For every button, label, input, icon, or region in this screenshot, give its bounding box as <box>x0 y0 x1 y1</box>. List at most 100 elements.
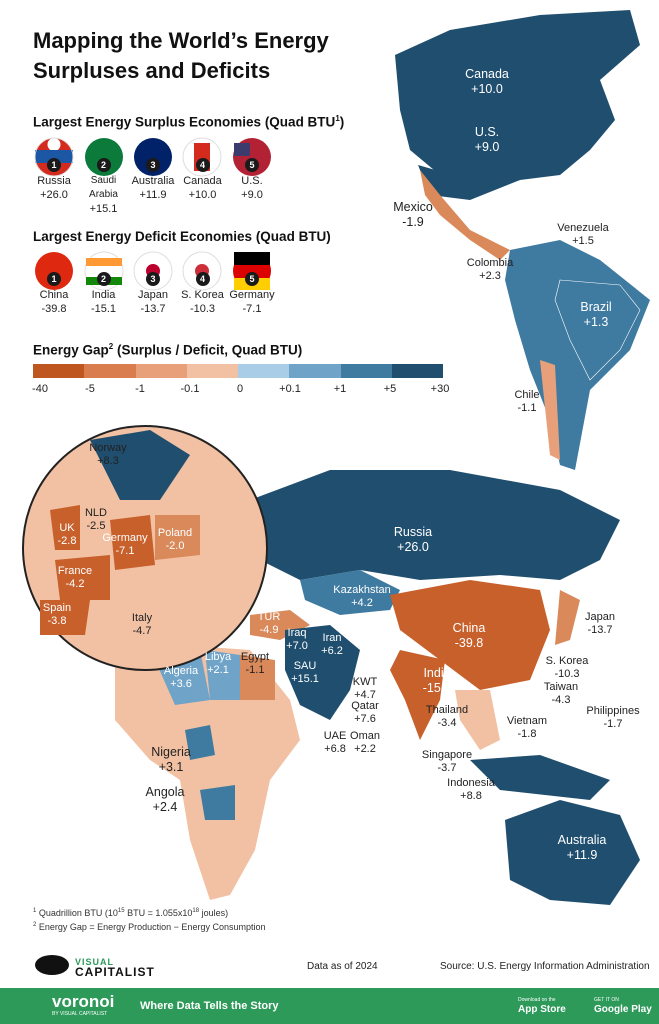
map-label: Indonesia +8.8 <box>447 777 495 803</box>
country-value: -4.9 <box>259 624 279 636</box>
indonesia <box>470 755 610 800</box>
country-name: Qatar <box>351 700 379 712</box>
country-name: Australia <box>557 833 607 847</box>
map-label: Qatar +7.6 <box>351 700 379 726</box>
note-mark: 1 <box>33 908 37 914</box>
legend-tick: 0 <box>236 383 244 395</box>
exponent: 18 <box>192 908 200 914</box>
country-name: Colombia <box>466 257 514 269</box>
footer-logo-sub: BY VISUAL CAPITALIST <box>52 1011 108 1017</box>
map-label: Iran +6.2 <box>321 632 343 658</box>
country-value: +10.0 <box>471 82 503 96</box>
country-name: Mexico <box>393 200 433 214</box>
country-value: -3.7 <box>437 762 457 774</box>
legend-swatch <box>289 364 341 378</box>
economy: 1 Russia +26.0 <box>28 158 80 202</box>
data-date: Data as of 2024 <box>307 961 378 972</box>
map-label: Algeria +3.6 <box>164 665 198 691</box>
footer-bar <box>0 988 659 1024</box>
north-america <box>395 10 640 190</box>
economy-name: Japan <box>138 289 168 301</box>
egypt <box>240 655 275 700</box>
map-label: Nigeria +3.1 <box>151 745 191 775</box>
southeast-asia <box>455 690 500 750</box>
map-label: TUR -4.9 <box>258 611 281 637</box>
economy-name: Australia <box>131 175 175 187</box>
map-label: Brazil +1.3 <box>580 300 611 330</box>
economy-value: +26.0 <box>40 189 68 201</box>
chile <box>540 360 560 460</box>
footer-logo: voronoi <box>52 992 115 1011</box>
country-name: Nigeria <box>151 745 191 759</box>
country-value: -15.1 <box>422 681 452 695</box>
country-name: U.S. <box>474 125 500 139</box>
economy-value: -15.1 <box>90 303 117 315</box>
badge-text: Download on the <box>518 997 556 1003</box>
country-name: Thailand <box>425 704 469 716</box>
africa <box>115 645 300 900</box>
country-value: +6.8 <box>324 743 346 755</box>
rank-badge: 1 <box>47 158 61 172</box>
economy-value: -13.7 <box>140 303 166 315</box>
map-label: KWT +4.7 <box>353 676 377 702</box>
angola <box>200 785 235 820</box>
spain <box>40 600 90 635</box>
country-value: +1.3 <box>583 315 609 329</box>
legend-title: Energy Gap2 (Surplus / Deficit, Quad BTU… <box>33 342 302 358</box>
france <box>55 555 110 600</box>
map-label: Kazakhstan +4.2 <box>333 584 390 610</box>
footnote-text: BTU = 1.055x10 <box>124 908 193 918</box>
economy-name: Russia <box>37 175 71 187</box>
economy-value: -7.1 <box>242 303 262 315</box>
economy: 5 Germany -7.1 <box>226 272 278 316</box>
rank-badge: 5 <box>245 158 259 172</box>
map-label: Russia +26.0 <box>394 525 432 555</box>
source: Source: U.S. Energy Information Administ… <box>440 961 650 972</box>
country-name: Italy <box>131 612 153 624</box>
country-value: +3.1 <box>158 760 184 774</box>
map-label: Philippines -1.7 <box>586 705 639 731</box>
rank-badge: 3 <box>146 158 160 172</box>
country-name: Japan <box>585 611 615 623</box>
country-name: Kazakhstan <box>333 584 391 596</box>
legend-swatch <box>186 364 238 378</box>
badge-text: App Store <box>518 1004 566 1015</box>
economy-name: India <box>91 289 116 301</box>
economy: 2 Saudi Arabia +15.1 <box>78 158 130 216</box>
heading-text: ) <box>339 114 345 130</box>
rank-badge: 1 <box>47 272 61 286</box>
flags <box>34 137 271 291</box>
map-label: NLD -2.5 <box>85 507 107 533</box>
map-label: China -39.8 <box>453 621 486 651</box>
map-label: UK -2.8 <box>58 522 77 548</box>
title: Mapping the World’s Energy Surpluses and… <box>33 26 329 86</box>
footnote-text: joules) <box>199 908 229 918</box>
country-value: -1.1 <box>517 402 537 414</box>
country-name: Brazil <box>580 300 612 314</box>
rank-badge: 2 <box>96 158 111 172</box>
map-label: Iraq +7.0 <box>286 627 308 653</box>
map-label: Mexico -1.9 <box>393 200 433 230</box>
footnote-text: Energy Gap = Energy Production − Energy … <box>36 922 266 932</box>
map-label: Germany -7.1 <box>102 532 147 558</box>
country-name: Chile <box>514 389 540 401</box>
map-label: Colombia +2.3 <box>467 257 513 283</box>
country-name: Algeria <box>163 665 199 677</box>
brand-icon <box>35 955 69 975</box>
country-name: Poland <box>157 527 193 539</box>
legend-tick: +5 <box>383 383 397 395</box>
country-name: Oman <box>350 730 380 742</box>
map-label: Libya +2.1 <box>205 651 231 677</box>
country-name: India <box>423 666 451 680</box>
country-value: -4.7 <box>132 625 152 637</box>
economy-name: Saudi Arabia <box>89 175 118 200</box>
country-name: Norway <box>89 442 127 454</box>
australia <box>505 800 640 905</box>
note-mark: 1 <box>335 114 340 123</box>
india <box>390 650 445 740</box>
legend-tick: +30 <box>430 383 450 395</box>
country-value: +3.6 <box>170 678 192 690</box>
russia <box>250 470 620 580</box>
economy: 1 China -39.8 <box>28 272 80 316</box>
norway <box>90 430 190 500</box>
